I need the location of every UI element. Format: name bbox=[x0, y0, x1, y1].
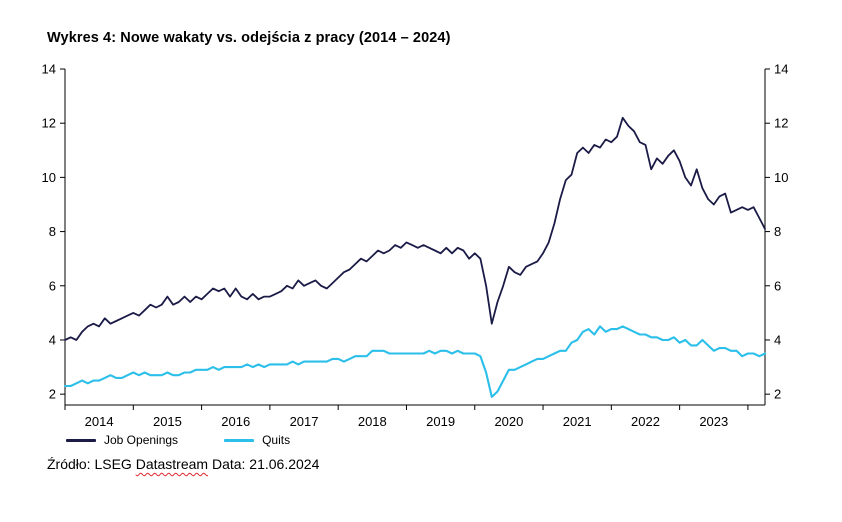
y-tick-label-right: 10 bbox=[774, 170, 788, 185]
y-tick-label-right: 2 bbox=[774, 387, 781, 402]
y-tick-label-right: 12 bbox=[774, 116, 788, 131]
legend-item-quits: Quits bbox=[224, 433, 290, 447]
source-datastream-word: Datastream bbox=[135, 456, 209, 472]
x-tick-label: 2021 bbox=[563, 414, 592, 429]
legend: Job Openings Quits bbox=[66, 433, 290, 447]
y-tick-label-left: 2 bbox=[49, 387, 56, 402]
y-tick-label-left: 14 bbox=[42, 62, 56, 77]
chart-title: Wykres 4: Nowe wakaty vs. odejścia z pra… bbox=[47, 30, 451, 46]
y-tick-label-left: 8 bbox=[49, 224, 56, 239]
y-tick-label-left: 12 bbox=[42, 116, 56, 131]
y-tick-label-right: 6 bbox=[774, 278, 781, 293]
job-openings-line-swatch bbox=[66, 438, 96, 442]
x-tick-label: 2020 bbox=[494, 414, 523, 429]
x-tick-label: 2018 bbox=[358, 414, 387, 429]
legend-item-job-openings: Job Openings bbox=[66, 433, 178, 447]
source-prefix: Źródło: LSEG bbox=[47, 456, 136, 472]
job-openings-series-line bbox=[64, 116, 766, 341]
legend-label-job-openings: Job Openings bbox=[104, 433, 179, 447]
y-tick-label-left: 4 bbox=[49, 332, 56, 347]
line-chart: 2 2 4 4 6 6 8 8 10 10 12 12 14 14 2014 2015 2016 2017 2018… bbox=[42, 62, 789, 430]
y-tick-label-right: 14 bbox=[774, 62, 788, 77]
quits-series-line bbox=[63, 325, 767, 398]
legend-label-quits: Quits bbox=[262, 433, 291, 447]
y-tick-label-right: 8 bbox=[774, 224, 781, 239]
source-note: Źródło: LSEG Datastream Data: 21.06.2024 bbox=[47, 456, 319, 472]
x-tick-label: 2017 bbox=[290, 414, 319, 429]
y-tick-label-left: 10 bbox=[42, 170, 56, 185]
x-tick-label: 2015 bbox=[153, 414, 182, 429]
x-tick-label: 2019 bbox=[426, 414, 455, 429]
y-tick-label-right: 4 bbox=[774, 332, 781, 347]
quits-line-swatch bbox=[224, 438, 255, 442]
x-tick-label: 2023 bbox=[699, 414, 728, 429]
y-tick-label-left: 6 bbox=[49, 278, 56, 293]
x-tick-label: 2014 bbox=[85, 414, 114, 429]
x-tick-label: 2016 bbox=[221, 414, 250, 429]
source-suffix: Data: 21.06.2024 bbox=[208, 456, 320, 472]
x-tick-label: 2022 bbox=[631, 414, 660, 429]
